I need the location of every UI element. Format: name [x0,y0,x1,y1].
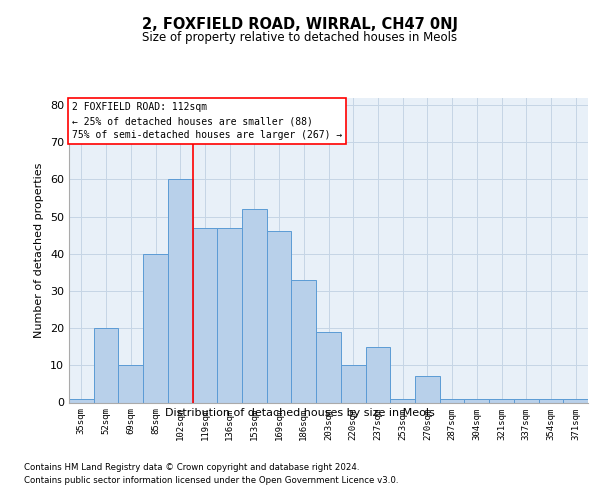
Bar [94,328,118,402]
Bar [168,180,193,402]
Bar [563,399,588,402]
Bar [193,228,217,402]
Text: Contains HM Land Registry data © Crown copyright and database right 2024.: Contains HM Land Registry data © Crown c… [24,462,359,471]
Bar [539,399,563,402]
Bar [464,399,489,402]
Bar [292,280,316,402]
Bar [242,209,267,402]
Bar [69,399,94,402]
Text: 2, FOXFIELD ROAD, WIRRAL, CH47 0NJ: 2, FOXFIELD ROAD, WIRRAL, CH47 0NJ [142,18,458,32]
Text: 2 FOXFIELD ROAD: 112sqm
← 25% of detached houses are smaller (88)
75% of semi-de: 2 FOXFIELD ROAD: 112sqm ← 25% of detache… [71,102,342,140]
Bar [217,228,242,402]
Bar [390,399,415,402]
Bar [118,366,143,403]
Text: Size of property relative to detached houses in Meols: Size of property relative to detached ho… [142,31,458,44]
Bar [341,366,365,403]
Bar [365,346,390,403]
Bar [143,254,168,402]
Bar [316,332,341,402]
Bar [267,232,292,402]
Bar [415,376,440,402]
Y-axis label: Number of detached properties: Number of detached properties [34,162,44,338]
Bar [489,399,514,402]
Bar [440,399,464,402]
Bar [514,399,539,402]
Text: Distribution of detached houses by size in Meols: Distribution of detached houses by size … [165,408,435,418]
Text: Contains public sector information licensed under the Open Government Licence v3: Contains public sector information licen… [24,476,398,485]
